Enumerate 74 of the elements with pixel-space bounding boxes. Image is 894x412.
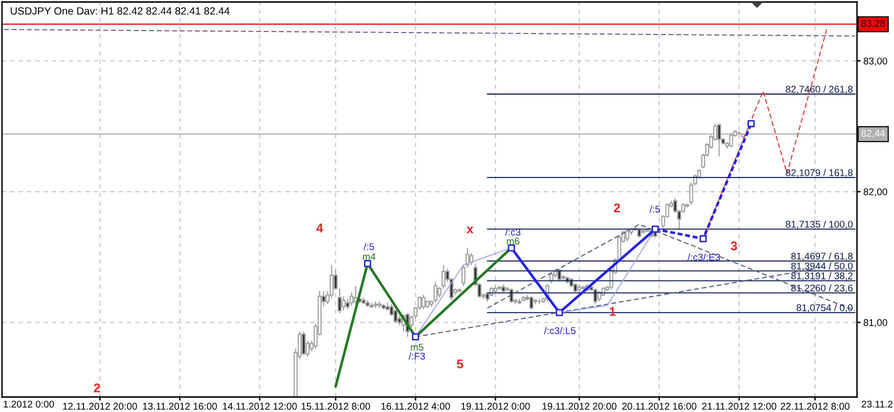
candlestick [374, 300, 378, 309]
x-tick-label: 14.11.2012 12:00 [222, 402, 297, 410]
candlestick [497, 285, 502, 290]
annotation: 3 [730, 242, 738, 250]
y-tick-label: 81,00 [864, 319, 888, 328]
candlestick [501, 284, 506, 293]
x-tick-label: 22.11.2012 8:00 [780, 402, 850, 410]
annotation: m6 [506, 238, 520, 245]
candlestick [458, 288, 462, 293]
candlestick [557, 268, 562, 282]
annotation: /:5 [364, 242, 374, 250]
x-tick-label: 13.11.2012 16:00 [143, 402, 217, 410]
candlestick [366, 300, 370, 308]
x-tick-label: 21.11.2012 12:00 [702, 402, 776, 410]
x-tick-label: 19.11.2012 0:00 [461, 402, 530, 410]
annotation: /:c3 [505, 228, 520, 236]
candlestick [517, 298, 522, 305]
candlestick [362, 297, 366, 305]
ref-line-label: 83,28 [861, 20, 885, 28]
text: 23.11.2 [862, 400, 893, 408]
series-label: 81,3944 / 50,0 [791, 262, 853, 271]
candlestick [537, 298, 542, 305]
x-tick-label: 12.11.2012 20:00 [63, 402, 137, 410]
chart-title: USDJPY One Dav: H1 82.42 82.44 82.41 82.44 [10, 7, 230, 15]
candlestick [370, 302, 374, 309]
candlestick [625, 229, 630, 242]
candlestick [422, 294, 426, 310]
x-tick-label: 20.11.2012 16:00 [622, 402, 696, 410]
point [364, 260, 372, 268]
candlestick [581, 285, 586, 290]
series-label: 81,7135 / 100,0 [786, 220, 853, 229]
annotation: /:5 [650, 205, 660, 213]
series-label: 81,4697 / 61,8 [791, 252, 853, 261]
candlestick [382, 304, 386, 310]
series-label: 81,2260 / 23,6 [791, 284, 853, 293]
annotation: m5 [410, 344, 424, 351]
annotation: m4 [362, 253, 376, 260]
candlestick [717, 123, 722, 157]
candlestick [521, 296, 526, 302]
annotation: /:F3 [408, 352, 425, 360]
point [412, 333, 420, 340]
series-label: 81,3191 / 38,2 [791, 272, 853, 280]
annotation: 2 [614, 204, 620, 212]
candlestick [529, 296, 534, 310]
annotation: /:c3/:L5 [544, 326, 576, 334]
candlestick [302, 331, 306, 356]
annotation: x [466, 226, 474, 234]
candlestick [434, 281, 438, 304]
annotation: 4 [316, 224, 324, 232]
candlestick [593, 288, 598, 305]
candlestick [641, 229, 646, 234]
series-label: 82,1079 / 161,8 [786, 168, 853, 178]
y-tick-label: 83,00 [864, 58, 888, 66]
point [700, 235, 707, 242]
candlestick [553, 268, 558, 279]
point [556, 309, 563, 316]
point [748, 120, 755, 128]
annotation: /:c3/:E3 [688, 253, 720, 261]
x-tick-label: 16.11.2012 4:00 [381, 402, 450, 410]
x-tick-label: 19.11.2012 20:00 [542, 402, 616, 410]
candlestick [729, 132, 734, 148]
series-label: 82,7460 / 261,8 [786, 86, 853, 94]
text: 1.2012 0:00 [4, 400, 54, 408]
annotation: 2 [94, 384, 100, 392]
series-label: 81,0754 / 0,0 [796, 304, 853, 312]
x-tick-label: 15.11.2012 8:00 [302, 402, 370, 410]
candlestick [354, 285, 358, 305]
point [652, 226, 659, 233]
candlestick [741, 134, 746, 139]
candlestick [378, 300, 382, 309]
annotation: 5 [456, 360, 464, 368]
candlestick [493, 285, 498, 293]
ref-line-label: 82,44 [861, 130, 886, 138]
y-tick-label: 82,00 [864, 188, 888, 196]
